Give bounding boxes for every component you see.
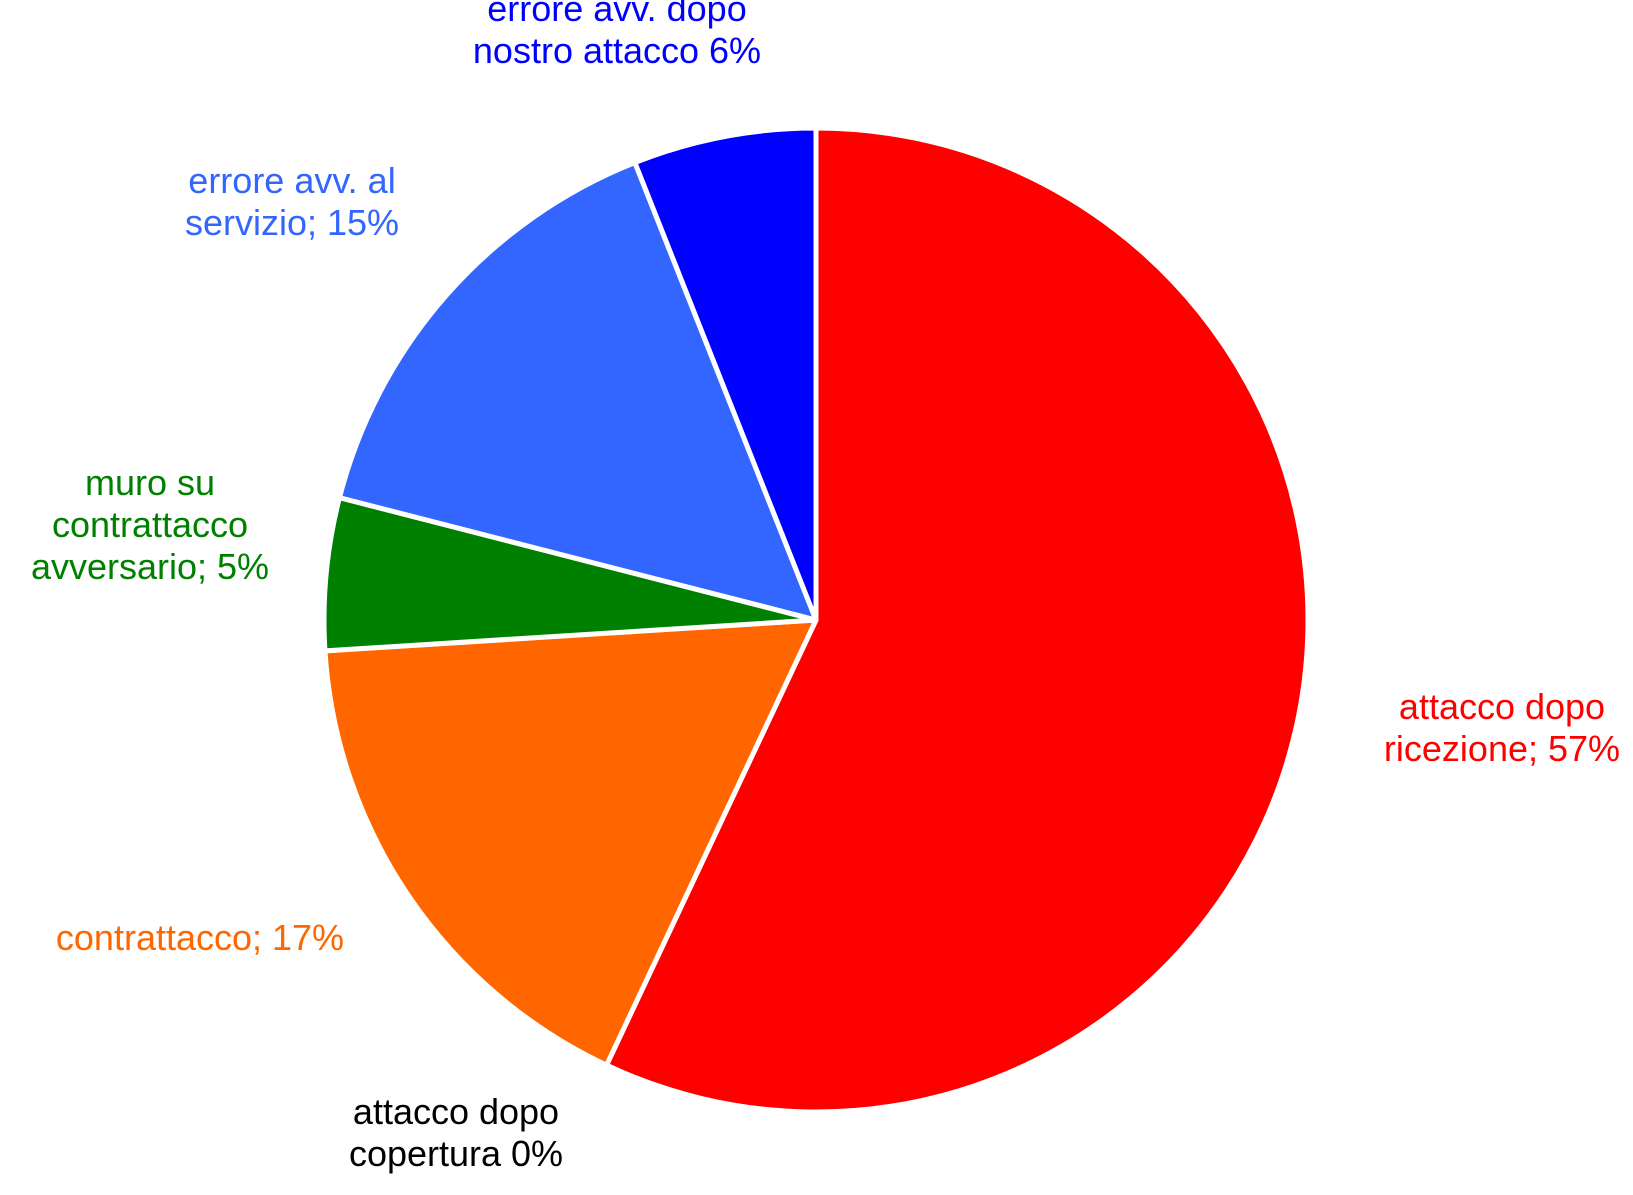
pie-label-line: copertura 0% [349,1133,563,1174]
pie-slice-errore-avv-al-servizio [336,160,819,623]
pie-label-line: contrattacco; 17% [56,917,344,958]
pie-label-errore-avv-dopo-nostro-attacco: errore avv. dopo nostro attacco 6% [473,0,761,71]
pie-label-line: avversario; 5% [31,546,269,587]
pie-label-line: attacco dopo [353,1091,559,1132]
pie-slices [321,125,1311,1115]
pie-labels: attacco dopo ricezione; 57%attacco dopo co… [31,0,1620,1174]
pie-label-line: attacco dopo [1399,686,1605,727]
pie-label-line: servizio; 15% [185,202,399,243]
pie-slice-attacco-dopo-ricezione [604,125,1311,1115]
pie-slice-contrattacco [322,617,819,1068]
pie-label-errore-avv-al-servizio: errore avv. al servizio; 15% [185,160,399,243]
pie-label-line: nostro attacco 6% [473,30,761,71]
pie-label-line: muro su [85,462,215,503]
pie-label-line: ricezione; 57% [1384,728,1620,769]
pie-label-muro-su-contrattacco-avversario: muro su contrattacco avversario; 5% [31,462,269,587]
pie-slice-errore-avv-dopo-nostro-attacco [632,125,819,623]
pie-label-contrattacco: contrattacco; 17% [56,917,344,958]
pie-label-line: errore avv. dopo [487,0,746,29]
pie-slice-muro-su-contrattacco-avversario [321,495,819,654]
pie-label-line: contrattacco [52,504,248,545]
pie-label-attacco-dopo-ricezione: attacco dopo ricezione; 57% [1384,686,1620,769]
pie-label-line: errore avv. al [188,160,395,201]
pie-label-attacco-dopo-copertura: attacco dopo copertura 0% [349,1091,563,1174]
